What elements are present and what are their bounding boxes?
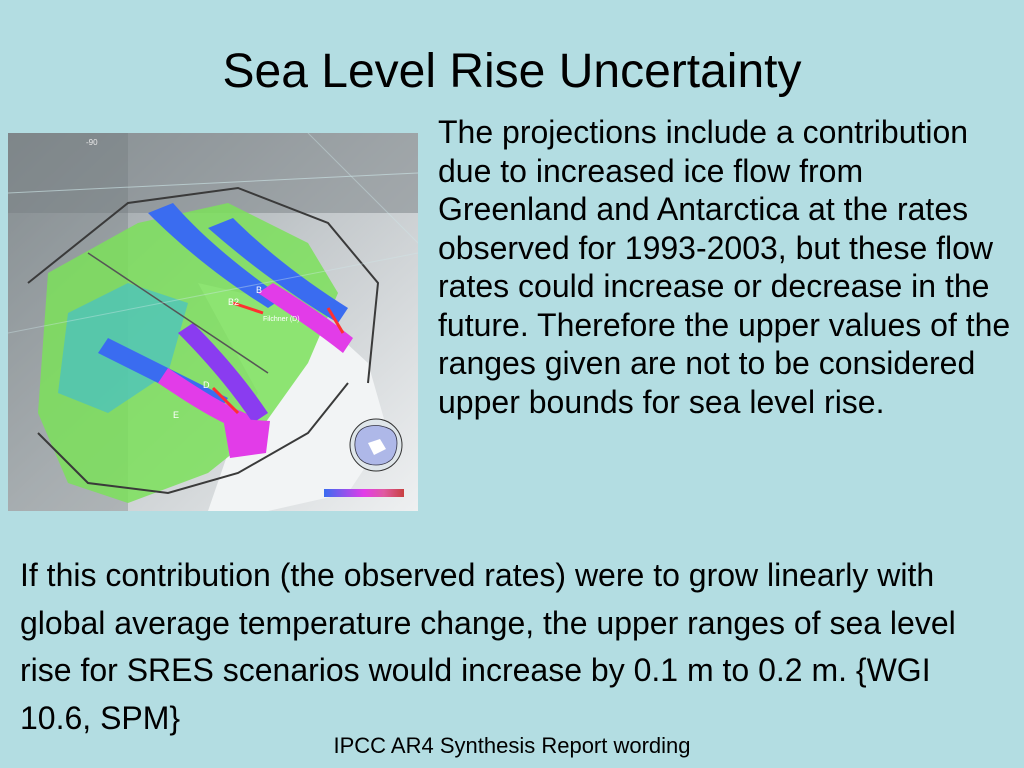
antarctica-locator-inset [349, 418, 403, 472]
map-label-b2: B2 [228, 297, 239, 307]
glacier-stream [148, 203, 283, 308]
map-label-inset: Filchner (D) [263, 316, 300, 323]
velocity-field-low [38, 203, 338, 503]
velocity-color-bar [324, 489, 404, 497]
map-corner-label: -90 [86, 138, 98, 147]
slide-title: Sea Level Rise Uncertainty [222, 45, 802, 98]
body-paragraph: If this contribution (the observed rates… [20, 557, 956, 736]
map-label-b: B [256, 285, 262, 295]
ice-velocity-map-image: -90 B B2 D E Filchner (D) [8, 133, 418, 511]
map-label-d: D [203, 380, 210, 390]
footer-note: IPCC AR4 Synthesis Report wording [333, 733, 691, 758]
side-paragraph: The projections include a contribution d… [438, 114, 1011, 420]
antarctic-ice-velocity-map: -90 B B2 D E Filchner (D) [8, 133, 418, 511]
map-label-e: E [173, 410, 179, 420]
